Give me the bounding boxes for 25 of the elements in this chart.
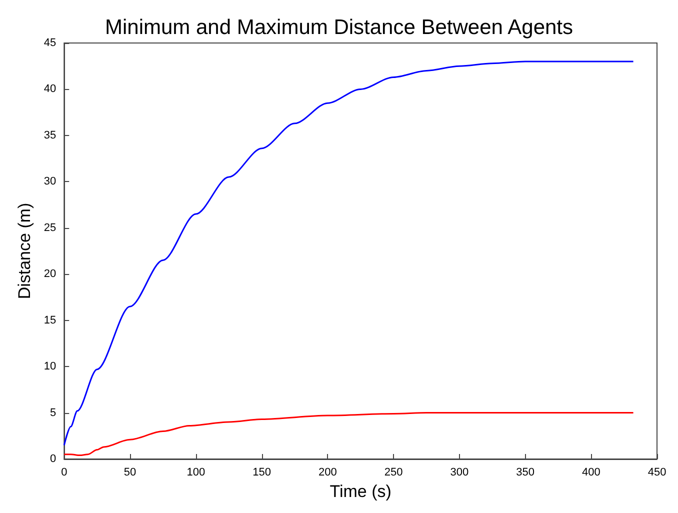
- y-tick-label: 45: [44, 37, 56, 49]
- x-axis-title: Time (s): [330, 482, 392, 501]
- x-tick-label: 50: [124, 466, 136, 478]
- x-tick-label: 300: [450, 466, 469, 478]
- y-axis-title: Distance (m): [15, 202, 34, 300]
- y-tick-label: 40: [44, 83, 56, 96]
- x-tick-label: 250: [384, 466, 403, 478]
- x-tick-label: 150: [252, 466, 271, 478]
- y-tick-label: 35: [44, 129, 56, 142]
- y-tick-label: 5: [50, 406, 56, 419]
- x-tick-label: 100: [186, 466, 206, 478]
- x-tick-label: 400: [582, 466, 600, 478]
- y-tick-label: 0: [50, 453, 56, 465]
- line-series: [63, 412, 634, 456]
- line-series: [63, 60, 634, 446]
- x-tick-label: 200: [318, 466, 337, 478]
- x-tick-label: 0: [61, 466, 68, 478]
- chart-title: Minimum and Maximum Distance Between Agents: [104, 16, 574, 39]
- y-tick-label: 25: [44, 222, 56, 234]
- y-tick-label: 30: [44, 176, 56, 188]
- x-tick-label: 350: [516, 466, 534, 478]
- y-tick-label: 10: [44, 360, 56, 373]
- y-tick-label: 20: [44, 268, 56, 280]
- x-tick-label: 450: [648, 466, 666, 478]
- y-tick-label: 15: [44, 314, 56, 326]
